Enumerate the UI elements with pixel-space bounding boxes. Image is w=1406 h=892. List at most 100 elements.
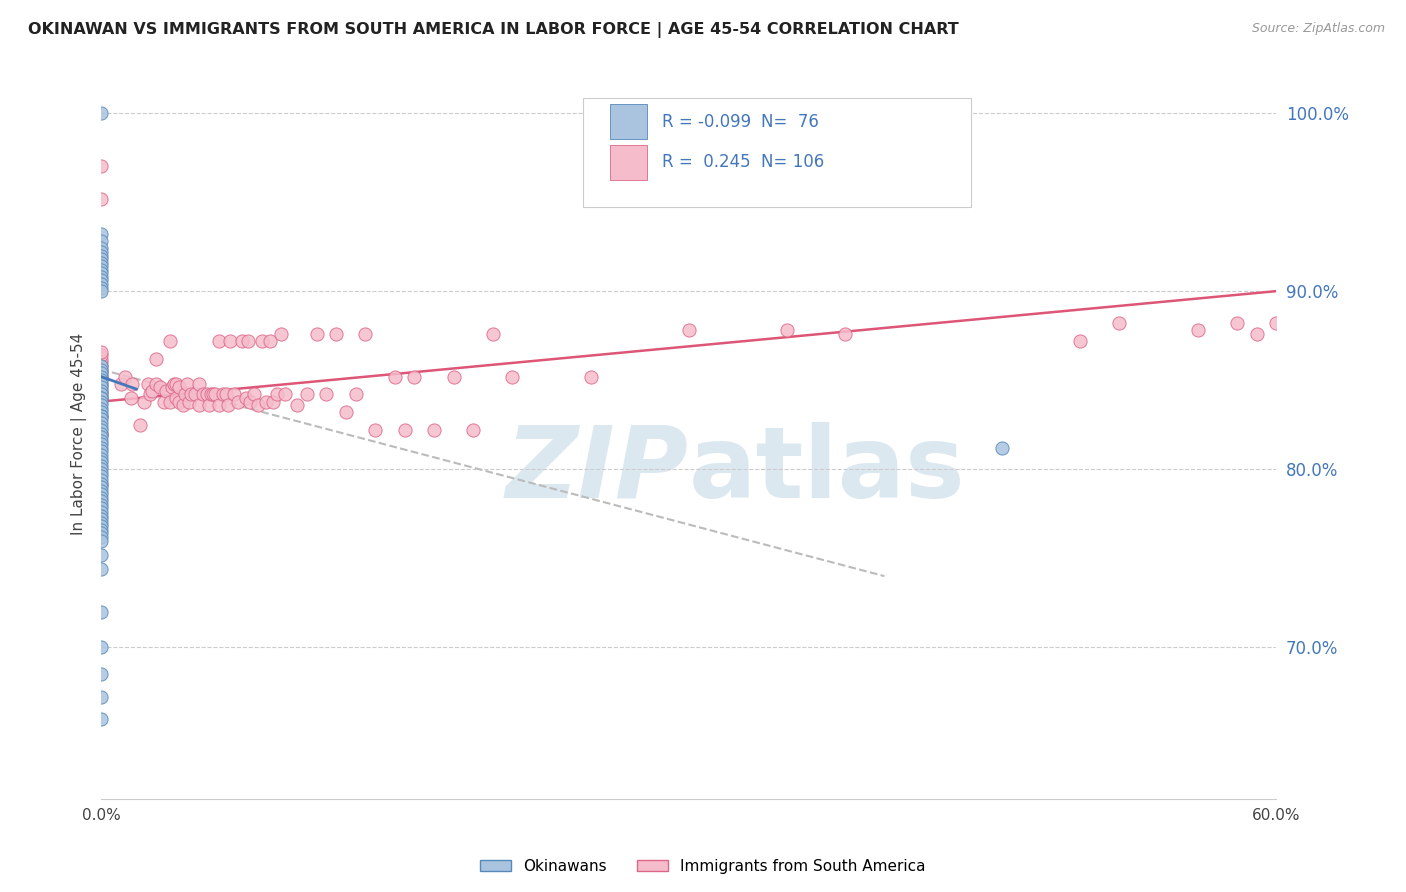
Text: N=  76: N= 76: [762, 112, 820, 131]
Point: [121, 376, 143, 391]
Point: [90, 259, 112, 273]
Point: [169, 380, 191, 394]
Point: [231, 334, 253, 348]
Point: [384, 369, 406, 384]
Point: [90, 398, 112, 412]
Point: [90, 387, 112, 401]
Point: [90, 344, 112, 359]
Point: [90, 505, 112, 519]
Point: [110, 376, 132, 391]
Point: [90, 466, 112, 480]
Point: [90, 562, 112, 576]
Point: [215, 387, 238, 401]
Point: [90, 262, 112, 277]
Point: [160, 380, 183, 394]
Point: [90, 441, 112, 455]
Point: [152, 394, 174, 409]
Point: [90, 369, 112, 384]
Point: [90, 605, 112, 619]
Point: [90, 355, 112, 369]
Point: [90, 455, 112, 469]
Point: [90, 373, 112, 387]
Point: [90, 451, 112, 466]
Point: [90, 248, 112, 262]
Point: [834, 326, 856, 341]
Point: [211, 387, 233, 401]
Point: [250, 334, 273, 348]
Point: [1265, 316, 1288, 330]
Point: [90, 444, 112, 458]
Point: [270, 326, 292, 341]
Point: [90, 712, 112, 726]
Point: [90, 487, 112, 501]
Point: [90, 498, 112, 512]
Point: [90, 277, 112, 291]
Point: [246, 398, 269, 412]
Point: [136, 376, 159, 391]
Point: [236, 334, 259, 348]
Legend: Okinawans, Immigrants from South America: Okinawans, Immigrants from South America: [474, 853, 932, 880]
Point: [90, 366, 112, 380]
Point: [90, 416, 112, 430]
Point: [207, 334, 229, 348]
Point: [90, 376, 112, 391]
Point: [394, 423, 416, 437]
Point: [90, 423, 112, 437]
Point: [90, 391, 112, 405]
Point: [90, 380, 112, 394]
Point: [315, 387, 337, 401]
Point: [354, 326, 377, 341]
Point: [90, 491, 112, 505]
Point: [90, 512, 112, 526]
Point: [90, 252, 112, 266]
Point: [90, 469, 112, 483]
Point: [1069, 334, 1091, 348]
Point: [90, 280, 112, 294]
Point: [423, 423, 446, 437]
Point: [90, 523, 112, 537]
Point: [285, 398, 308, 412]
Point: [259, 334, 281, 348]
Point: [90, 640, 112, 655]
Point: [90, 106, 112, 120]
Point: [184, 387, 207, 401]
Point: [579, 369, 602, 384]
Point: [90, 366, 112, 380]
Point: [344, 387, 367, 401]
Point: [188, 398, 211, 412]
Point: [266, 387, 288, 401]
Point: [90, 412, 112, 426]
Point: [90, 380, 112, 394]
Point: [90, 369, 112, 384]
Point: [195, 387, 218, 401]
Point: [775, 323, 797, 337]
Point: [90, 384, 112, 398]
Point: [90, 376, 112, 391]
Point: [90, 437, 112, 451]
Point: [90, 548, 112, 562]
Point: [90, 409, 112, 423]
FancyBboxPatch shape: [583, 98, 970, 207]
Point: [90, 430, 112, 444]
Point: [443, 369, 465, 384]
Point: [165, 376, 187, 391]
Y-axis label: In Labor Force | Age 45-54: In Labor Force | Age 45-54: [72, 333, 87, 535]
Point: [90, 227, 112, 242]
Point: [90, 516, 112, 530]
Point: [90, 419, 112, 434]
Point: [172, 398, 194, 412]
Point: [207, 398, 229, 412]
Point: [145, 351, 167, 366]
Point: [90, 530, 112, 544]
Point: [90, 362, 112, 376]
Point: [217, 398, 239, 412]
Point: [1303, 316, 1326, 330]
Point: [90, 426, 112, 441]
Point: [90, 244, 112, 259]
Point: [90, 241, 112, 255]
Point: [141, 384, 163, 398]
Point: [325, 326, 347, 341]
Point: [90, 373, 112, 387]
Point: [235, 391, 257, 405]
Point: [90, 501, 112, 516]
